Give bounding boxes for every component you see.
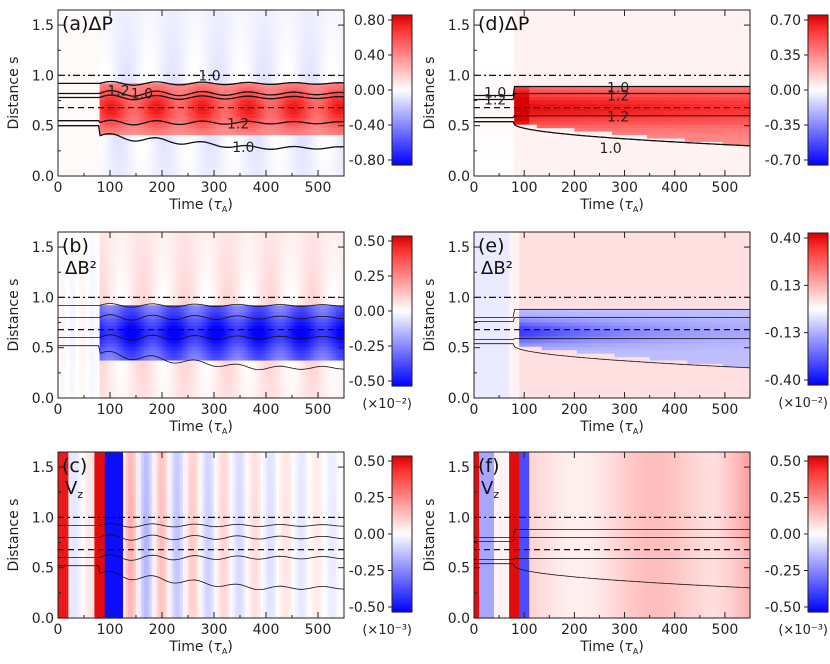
panel-a: 1.01.2 1.01.21.00 100 200 300 400 5000.00.51.0… [6,10,412,214]
figure: 1.01.2 1.01.21.00 100 200 300 400 5000.00.51.0… [0,0,830,664]
